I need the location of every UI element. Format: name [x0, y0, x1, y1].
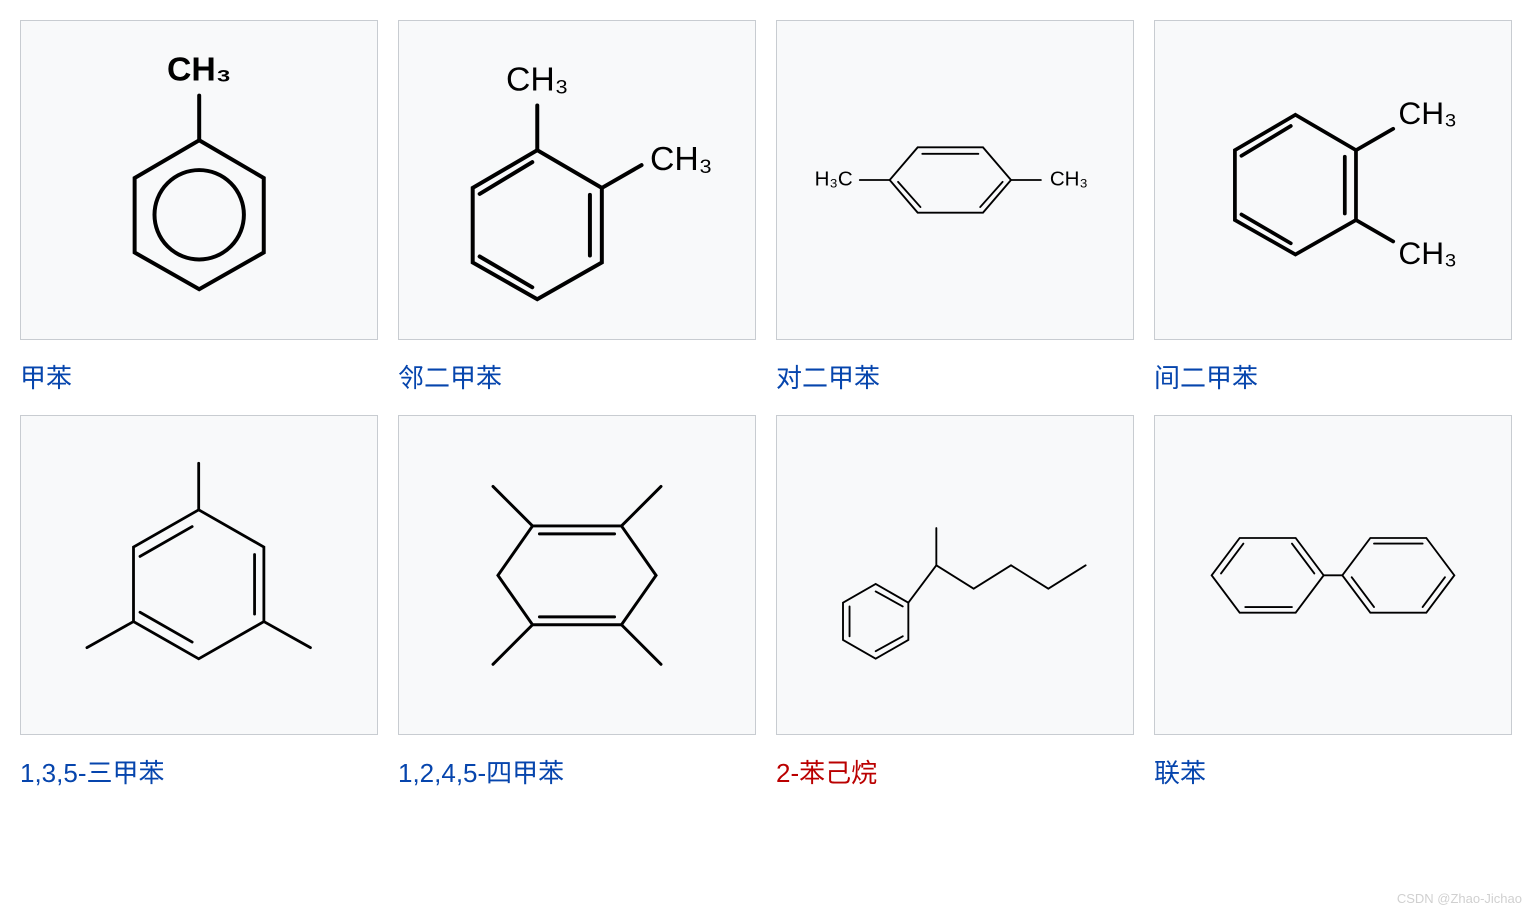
compound-cell-2phenylhexane: 2-苯己烷	[776, 415, 1134, 790]
structure-image	[398, 415, 756, 735]
compound-label: 1,3,5-三甲苯	[20, 753, 378, 790]
compound-label: 对二甲苯	[776, 358, 1134, 395]
structure-image: CH₃ CH₃	[1154, 20, 1512, 340]
compound-label: 2-苯己烷	[776, 753, 1134, 790]
compound-cell-pxylene: H₃C CH₃ 对二甲苯	[776, 20, 1134, 395]
svg-text:CH₃: CH₃	[167, 51, 231, 89]
svg-text:CH₃: CH₃	[1399, 95, 1458, 131]
compound-label: 联苯	[1154, 753, 1512, 790]
structure-image	[1154, 415, 1512, 735]
compound-cell-toluene: CH₃ 甲苯	[20, 20, 378, 395]
watermark: CSDN @Zhao-Jichao	[1397, 891, 1522, 906]
compound-cell-mxylene: CH₃ CH₃ 间二甲苯	[1154, 20, 1512, 395]
svg-text:CH₃: CH₃	[1050, 168, 1088, 191]
structure-image	[776, 415, 1134, 735]
svg-text:CH₃: CH₃	[506, 61, 569, 99]
compound-label: 甲苯	[20, 358, 378, 395]
svg-text:H₃C: H₃C	[815, 168, 853, 191]
compound-cell-durene: 1,2,4,5-四甲苯	[398, 415, 756, 790]
svg-text:CH₃: CH₃	[1399, 235, 1458, 271]
compound-cell-oxylene: CH₃ CH₃ 邻二甲苯	[398, 20, 756, 395]
compound-label: 邻二甲苯	[398, 358, 756, 395]
compound-cell-biphenyl: 联苯	[1154, 415, 1512, 790]
svg-text:CH₃: CH₃	[650, 140, 713, 178]
compound-grid: CH₃ 甲苯 CH₃ CH₃ 邻二甲苯	[20, 20, 1512, 790]
structure-image: H₃C CH₃	[776, 20, 1134, 340]
structure-image: CH₃	[20, 20, 378, 340]
compound-label: 1,2,4,5-四甲苯	[398, 753, 756, 790]
compound-cell-mesitylene: 1,3,5-三甲苯	[20, 415, 378, 790]
structure-image	[20, 415, 378, 735]
compound-label: 间二甲苯	[1154, 358, 1512, 395]
structure-image: CH₃ CH₃	[398, 20, 756, 340]
